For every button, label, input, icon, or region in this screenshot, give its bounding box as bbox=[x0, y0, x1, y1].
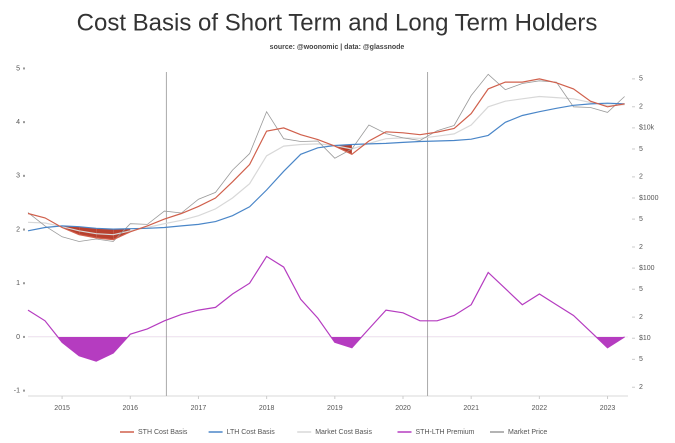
y-tick-label: 4 bbox=[16, 119, 20, 126]
y2-tick-label: 5 bbox=[639, 76, 643, 83]
y2-tick-label: 2 bbox=[639, 384, 643, 391]
y-tick-mark bbox=[23, 282, 25, 285]
chart-title: Cost Basis of Short Term and Long Term H… bbox=[77, 9, 598, 36]
series-line bbox=[27, 78, 625, 241]
x-tick-label: 2018 bbox=[259, 405, 275, 412]
y2-tick-label: 5 bbox=[639, 146, 643, 153]
legend-label: Market Price bbox=[508, 429, 547, 436]
y2-tick-label: $10k bbox=[639, 125, 655, 132]
y2-tick-label: 2 bbox=[639, 244, 643, 251]
x-tick-label: 2021 bbox=[463, 405, 479, 412]
y-tick-label: 1 bbox=[16, 280, 20, 287]
y2-tick-label: 5 bbox=[639, 356, 643, 363]
y2-tick-label: 2 bbox=[639, 314, 643, 321]
series-line bbox=[27, 95, 625, 236]
y2-tick-label: $10 bbox=[639, 335, 651, 342]
x-tick-label: 2016 bbox=[122, 405, 138, 412]
series-line bbox=[27, 102, 625, 232]
y2-tick-label: 2 bbox=[639, 174, 643, 181]
chart-subtitle: source: @woonomic | data: @glassnode bbox=[270, 44, 405, 51]
x-tick-label: 2015 bbox=[54, 405, 70, 412]
legend-label: STH-LTH Premium bbox=[416, 429, 475, 436]
y-tick-label: 3 bbox=[16, 173, 20, 180]
y-tick-mark bbox=[23, 67, 25, 70]
series-line bbox=[27, 73, 625, 242]
legend-label: Market Cost Basis bbox=[315, 429, 372, 436]
premium-area bbox=[57, 336, 625, 362]
y2-tick-label: 5 bbox=[639, 286, 643, 293]
y-tick-mark bbox=[23, 389, 25, 392]
y2-tick-label: 5 bbox=[639, 216, 643, 223]
legend-label: STH Cost Basis bbox=[138, 429, 188, 436]
y-tick-label: 2 bbox=[16, 226, 20, 233]
x-tick-label: 2017 bbox=[191, 405, 207, 412]
y-tick-mark bbox=[23, 174, 25, 177]
y-tick-mark bbox=[23, 335, 25, 338]
y-tick-mark bbox=[23, 228, 25, 231]
y-tick-label: 5 bbox=[16, 65, 20, 72]
series-line bbox=[27, 255, 625, 362]
x-tick-label: 2019 bbox=[327, 405, 343, 412]
x-tick-label: 2020 bbox=[395, 405, 411, 412]
y-tick-mark bbox=[23, 121, 25, 124]
x-tick-label: 2022 bbox=[532, 405, 548, 412]
y2-tick-label: $100 bbox=[639, 265, 655, 272]
y2-tick-label: $1000 bbox=[639, 195, 659, 202]
x-tick-label: 2023 bbox=[600, 405, 616, 412]
legend-label: LTH Cost Basis bbox=[227, 429, 276, 436]
y-tick-label: 0 bbox=[16, 334, 20, 341]
y2-tick-label: 2 bbox=[639, 104, 643, 111]
y-tick-label: -1 bbox=[14, 387, 20, 394]
